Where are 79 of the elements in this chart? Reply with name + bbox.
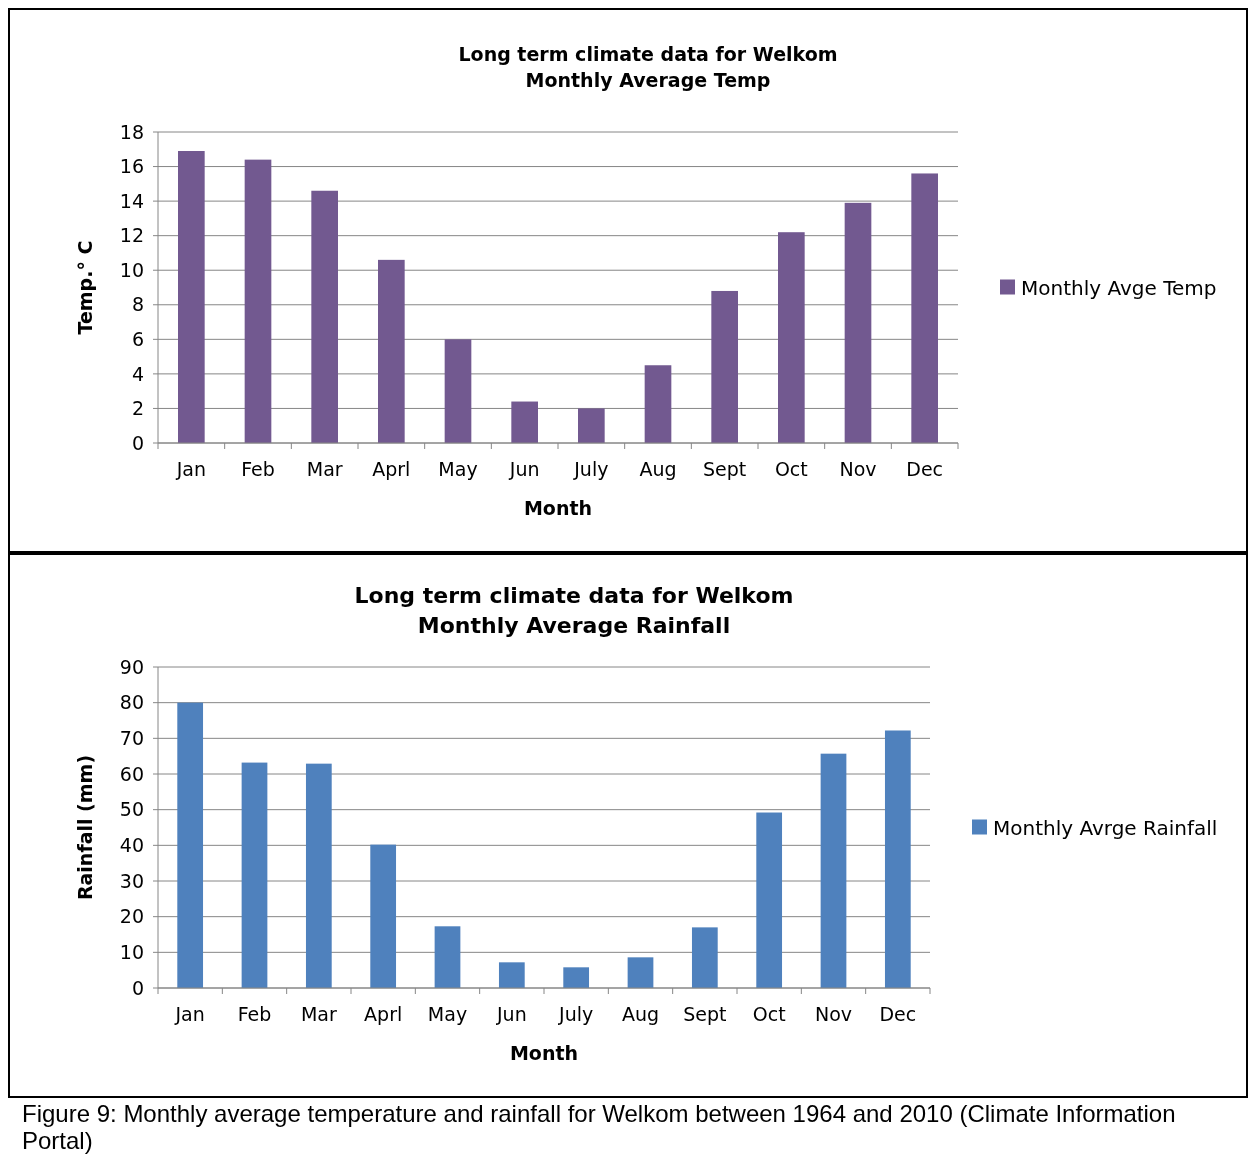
x-axis-title: Month: [523, 497, 593, 519]
y-tick-label: 10: [119, 258, 144, 281]
bar: [844, 202, 872, 443]
x-tick-label: Nov: [839, 458, 877, 480]
bar: [434, 926, 461, 988]
x-tick-label: May: [427, 1003, 468, 1025]
chart-title: Long term climate data for Welkom: [354, 583, 794, 608]
y-tick-label: 30: [119, 869, 144, 892]
caption: Figure 9: Monthly average temperature and rainfall for Welkom between 1964 and 2010 (Climate Information Portal): [21, 1099, 1177, 1156]
y-tick-label: 2: [131, 397, 144, 420]
x-tick-label: Mar: [306, 458, 343, 480]
y-tick-label: 90: [119, 655, 144, 678]
bar: [563, 967, 590, 988]
x-tick-label: Feb: [237, 1003, 272, 1025]
y-tick-label: 16: [119, 155, 144, 178]
x-tick-label: Dec: [906, 458, 944, 480]
y-tick-label: 10: [119, 940, 144, 963]
x-tick-label: May: [438, 458, 478, 480]
bar: [627, 957, 654, 988]
x-tick-label: Aprl: [372, 458, 411, 480]
bar: [178, 151, 205, 443]
y-tick-label: 60: [119, 762, 144, 785]
bar: [911, 173, 938, 443]
y-tick-label: 8: [131, 293, 144, 316]
x-tick-label: Oct: [752, 1003, 786, 1025]
bar: [511, 401, 538, 443]
x-tick-label: Aprl: [364, 1003, 403, 1025]
bar: [711, 290, 738, 443]
bar: [756, 812, 783, 988]
y-tick-label: 70: [119, 726, 144, 749]
y-tick-label: 80: [119, 691, 144, 714]
x-tick-label: Feb: [241, 458, 275, 480]
bar: [820, 753, 847, 988]
bar: [177, 702, 204, 988]
bar: [778, 232, 805, 443]
y-tick-label: 50: [119, 798, 144, 821]
bar: [244, 159, 272, 443]
y-tick-label: 40: [119, 833, 144, 856]
chart-title: Long term climate data for Welkom: [458, 43, 838, 65]
x-tick-label: Sept: [683, 1003, 727, 1025]
chart-subtitle: Monthly Average Temp: [525, 68, 771, 91]
x-tick-label: Jan: [174, 1003, 205, 1025]
chart-subtitle: Monthly Average Rainfall: [417, 612, 731, 638]
x-tick-label: Jan: [175, 458, 206, 480]
legend-label: Monthly Avrge Rainfall: [993, 815, 1218, 840]
bar: [305, 763, 332, 988]
x-tick-label: Aug: [621, 1003, 660, 1025]
x-tick-label: July: [558, 1003, 594, 1025]
bar: [644, 365, 672, 443]
x-tick-label: Nov: [814, 1003, 853, 1025]
y-tick-label: 0: [131, 976, 144, 999]
y-tick-label: 18: [119, 120, 144, 143]
x-tick-label: Aug: [639, 458, 677, 480]
y-tick-label: 20: [119, 905, 144, 928]
x-axis-title: Month: [509, 1042, 579, 1064]
x-tick-label: Jun: [508, 458, 540, 480]
bar: [884, 730, 911, 988]
x-tick-label: July: [573, 458, 609, 480]
bar: [498, 962, 525, 988]
y-tick-label: 12: [119, 224, 144, 247]
y-axis-title: Temp.° C: [74, 240, 96, 335]
x-tick-label: Jun: [495, 1003, 527, 1025]
x-tick-label: Sept: [703, 458, 747, 480]
bar: [578, 408, 605, 443]
bar: [444, 339, 472, 443]
bar: [370, 844, 397, 988]
x-tick-label: Oct: [774, 458, 808, 480]
bar: [311, 190, 338, 443]
legend-label: Monthly Avge Temp: [1021, 275, 1217, 300]
x-tick-label: Mar: [300, 1003, 337, 1025]
bar: [378, 259, 405, 443]
y-tick-label: 14: [119, 189, 144, 212]
bar: [241, 762, 268, 988]
y-tick-label: 6: [131, 327, 144, 350]
bar: [691, 927, 718, 988]
y-axis-title: Rainfall (mm): [74, 754, 96, 901]
y-tick-label: 0: [131, 431, 144, 454]
y-tick-label: 4: [131, 362, 144, 385]
x-tick-label: Dec: [879, 1003, 917, 1025]
